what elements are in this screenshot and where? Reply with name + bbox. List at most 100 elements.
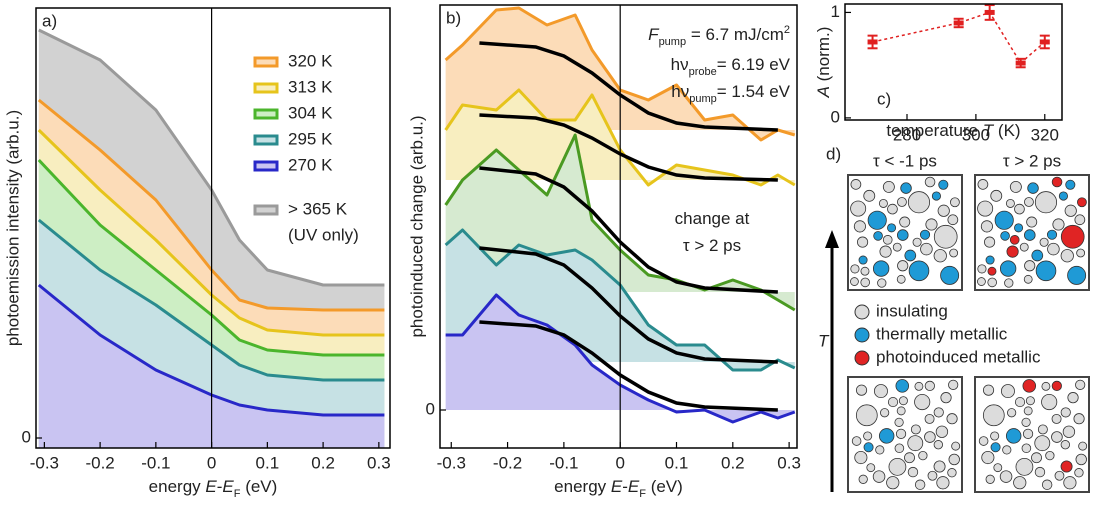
domain xyxy=(887,223,897,233)
legend-label: thermally metallic xyxy=(876,324,1008,343)
x-tick-label: 0 xyxy=(615,453,624,472)
domain xyxy=(897,229,909,241)
domain xyxy=(873,231,883,241)
marker xyxy=(867,39,878,45)
label-part: pump xyxy=(689,93,717,105)
domain xyxy=(851,436,862,446)
domain xyxy=(1027,182,1039,194)
domain xyxy=(947,214,959,226)
label-part: pump xyxy=(659,36,687,48)
domain xyxy=(933,249,947,263)
series-line xyxy=(37,98,385,312)
domain xyxy=(977,264,987,274)
domain xyxy=(990,431,1000,441)
domain xyxy=(1077,197,1087,208)
domain xyxy=(925,218,938,231)
label-part: A xyxy=(814,86,833,98)
domain xyxy=(982,404,1005,427)
domain xyxy=(933,460,946,473)
domain xyxy=(1047,242,1060,256)
axis-label: T xyxy=(818,331,830,350)
domain xyxy=(984,236,996,248)
x-tick-label: 0.2 xyxy=(311,453,335,472)
label-part: temperature xyxy=(886,121,982,140)
domain xyxy=(924,431,936,443)
domain xyxy=(1007,408,1017,418)
legend-swatch xyxy=(253,56,279,68)
domain xyxy=(887,397,899,408)
domain xyxy=(892,242,902,252)
domain xyxy=(933,440,944,450)
domain xyxy=(895,428,907,439)
domain xyxy=(1015,458,1034,476)
domain xyxy=(1073,413,1085,425)
domain xyxy=(940,265,960,285)
domain xyxy=(1074,214,1086,226)
domain xyxy=(860,277,870,288)
domain xyxy=(900,182,912,194)
domain xyxy=(1051,413,1062,424)
domain xyxy=(878,198,888,208)
domain xyxy=(850,200,867,217)
domain xyxy=(1009,235,1020,245)
legend-label: 304 K xyxy=(288,103,333,122)
domain xyxy=(935,425,949,438)
label-part: τ > 2 ps xyxy=(683,236,741,255)
domain xyxy=(1060,249,1074,263)
marker xyxy=(984,9,995,15)
domain xyxy=(1060,407,1071,418)
x-tick-label: -0.3 xyxy=(30,453,59,472)
domain xyxy=(1005,198,1015,208)
domain xyxy=(1054,470,1065,481)
legend-marker xyxy=(854,304,870,320)
domain xyxy=(910,424,921,435)
domain xyxy=(912,237,922,247)
domain xyxy=(1052,218,1065,231)
label-part: energy xyxy=(554,477,611,496)
domain xyxy=(1041,381,1051,391)
legend-label: photoinduced metallic xyxy=(876,347,1041,366)
marker xyxy=(1015,60,1026,66)
y-tick-label: 0 xyxy=(831,107,840,126)
domain xyxy=(1039,237,1049,247)
x-tick-label: -0.2 xyxy=(85,453,114,472)
legend-swatch xyxy=(253,160,279,172)
domain xyxy=(904,249,917,262)
domain xyxy=(1006,245,1019,258)
domain xyxy=(896,406,906,416)
domain xyxy=(1051,431,1063,443)
domain xyxy=(854,451,868,465)
annotation: τ > 2 ps xyxy=(683,236,741,255)
domain xyxy=(920,242,933,256)
label-part: T xyxy=(983,121,995,140)
domain xyxy=(933,407,944,418)
domain xyxy=(1019,242,1029,252)
x-axis-label: energy E-EF (eV) xyxy=(554,477,683,499)
domain xyxy=(1024,197,1034,207)
x-tick-label: -0.2 xyxy=(493,453,522,472)
legend-swatch xyxy=(253,204,279,216)
legend-marker xyxy=(854,350,870,366)
domain xyxy=(1045,450,1055,461)
domain xyxy=(1075,453,1087,466)
legend-swatch xyxy=(253,134,279,146)
domain xyxy=(850,277,859,286)
domain xyxy=(897,197,907,207)
y-axis-label: photoinduced change (arb.u.) xyxy=(407,115,426,337)
domain xyxy=(938,179,949,190)
domain xyxy=(1051,380,1062,392)
domain xyxy=(1060,460,1073,473)
domain xyxy=(1041,479,1053,490)
domain xyxy=(1058,191,1068,201)
domain xyxy=(879,245,892,258)
domain xyxy=(1034,191,1058,214)
domain xyxy=(999,260,1017,277)
domain xyxy=(1031,249,1044,262)
x-tick-label: 320 xyxy=(1031,125,1059,144)
domain xyxy=(933,224,958,249)
series-line xyxy=(38,28,385,287)
label-part: F xyxy=(234,488,241,500)
annotation: Fpump = 6.7 mJ/cm2 xyxy=(648,24,790,48)
legend-label: insulating xyxy=(876,301,948,320)
label-part: - xyxy=(217,477,223,496)
